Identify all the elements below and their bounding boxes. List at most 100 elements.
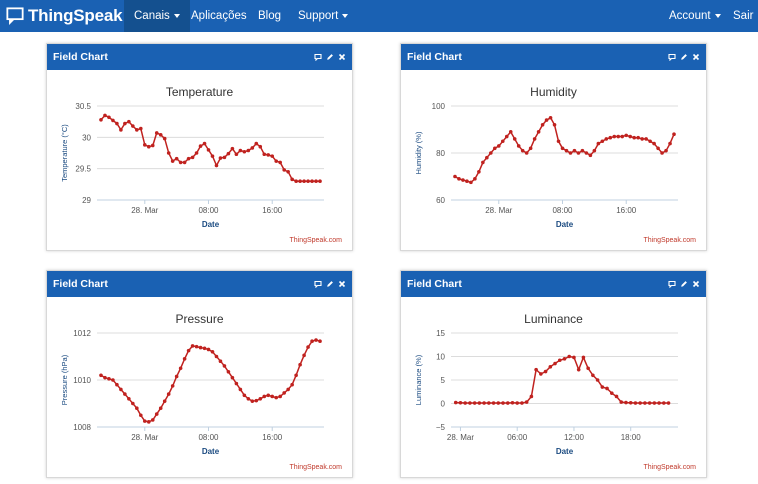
data-point[interactable] [115, 382, 119, 387]
pencil-icon[interactable] [680, 53, 688, 61]
data-point[interactable] [178, 366, 183, 371]
data-point[interactable] [103, 375, 107, 380]
data-point[interactable] [562, 357, 567, 361]
data-point[interactable] [226, 369, 231, 374]
data-point[interactable] [123, 121, 127, 126]
close-icon[interactable] [692, 53, 700, 61]
data-point[interactable] [294, 373, 298, 378]
data-point[interactable] [310, 179, 314, 183]
data-point[interactable] [524, 151, 529, 155]
data-point[interactable] [496, 144, 501, 148]
data-point[interactable] [115, 121, 119, 126]
data-point[interactable] [238, 387, 243, 392]
data-point[interactable] [166, 151, 171, 155]
brand-logo[interactable]: ThingSpeak [6, 4, 123, 28]
data-point[interactable] [266, 393, 271, 398]
data-point[interactable] [142, 143, 147, 147]
data-point[interactable] [119, 387, 123, 392]
data-point[interactable] [274, 395, 279, 400]
data-point[interactable] [505, 401, 510, 405]
data-point[interactable] [310, 339, 314, 344]
data-point[interactable] [274, 159, 279, 163]
data-point[interactable] [576, 367, 581, 372]
pencil-icon[interactable] [680, 280, 688, 288]
data-point[interactable] [501, 401, 505, 405]
data-point[interactable] [139, 413, 143, 418]
data-point[interactable] [609, 391, 614, 395]
data-point[interactable] [568, 151, 573, 155]
data-point[interactable] [298, 179, 302, 183]
data-point[interactable] [481, 160, 485, 165]
data-point[interactable] [633, 401, 638, 405]
data-point[interactable] [131, 401, 135, 406]
data-point[interactable] [202, 346, 207, 351]
data-point[interactable] [162, 399, 167, 403]
data-point[interactable] [600, 385, 605, 389]
data-point[interactable] [489, 151, 493, 155]
data-point[interactable] [270, 154, 275, 158]
data-point[interactable] [628, 134, 633, 139]
data-point[interactable] [458, 400, 463, 405]
nav-apps[interactable]: Aplicações [181, 0, 257, 32]
data-point[interactable] [286, 170, 290, 174]
pencil-icon[interactable] [326, 53, 334, 61]
data-point[interactable] [465, 179, 469, 183]
data-point[interactable] [608, 135, 613, 140]
data-point[interactable] [586, 366, 590, 371]
data-point[interactable] [135, 406, 139, 410]
data-point[interactable] [306, 179, 310, 183]
data-point[interactable] [234, 152, 239, 157]
chart-credit[interactable]: ThingSpeak.com [643, 237, 696, 244]
data-point[interactable] [548, 115, 553, 120]
data-point[interactable] [493, 146, 497, 151]
data-point[interactable] [619, 400, 624, 404]
data-point[interactable] [99, 117, 103, 122]
data-point[interactable] [605, 386, 609, 391]
data-point[interactable] [266, 153, 271, 157]
data-point[interactable] [198, 144, 203, 148]
data-point[interactable] [294, 179, 298, 183]
close-icon[interactable] [692, 280, 700, 288]
data-point[interactable] [127, 397, 131, 401]
data-point[interactable] [262, 394, 267, 399]
data-point[interactable] [278, 394, 282, 399]
data-point[interactable] [210, 350, 215, 354]
nav-support[interactable]: Support [288, 0, 358, 32]
data-point[interactable] [580, 148, 585, 153]
data-point[interactable] [536, 130, 541, 134]
data-point[interactable] [510, 400, 515, 405]
data-point[interactable] [567, 354, 572, 359]
data-point[interactable] [139, 126, 143, 131]
data-point[interactable] [453, 400, 458, 405]
data-point[interactable] [154, 131, 159, 135]
comment-icon[interactable] [314, 53, 322, 61]
comment-icon[interactable] [668, 53, 676, 61]
data-point[interactable] [318, 339, 322, 344]
data-point[interactable] [591, 373, 595, 378]
data-point[interactable] [282, 168, 286, 172]
data-point[interactable] [154, 412, 159, 416]
comment-icon[interactable] [668, 280, 676, 288]
data-point[interactable] [544, 118, 549, 122]
data-point[interactable] [270, 394, 275, 399]
comment-icon[interactable] [314, 280, 322, 288]
data-point[interactable] [230, 375, 235, 380]
data-point[interactable] [206, 347, 211, 352]
data-point[interactable] [540, 123, 545, 127]
close-icon[interactable] [338, 53, 346, 61]
data-point[interactable] [131, 124, 135, 128]
data-point[interactable] [111, 378, 115, 382]
data-point[interactable] [520, 401, 524, 405]
data-point[interactable] [250, 399, 255, 403]
data-point[interactable] [652, 401, 657, 405]
data-point[interactable] [246, 397, 251, 401]
data-point[interactable] [572, 355, 576, 360]
data-point[interactable] [588, 153, 593, 158]
data-point[interactable] [246, 148, 251, 153]
data-point[interactable] [595, 378, 600, 382]
data-point[interactable] [111, 118, 115, 123]
data-point[interactable] [107, 115, 111, 120]
data-point[interactable] [170, 159, 175, 163]
data-point[interactable] [238, 148, 243, 153]
data-point[interactable] [194, 151, 199, 155]
